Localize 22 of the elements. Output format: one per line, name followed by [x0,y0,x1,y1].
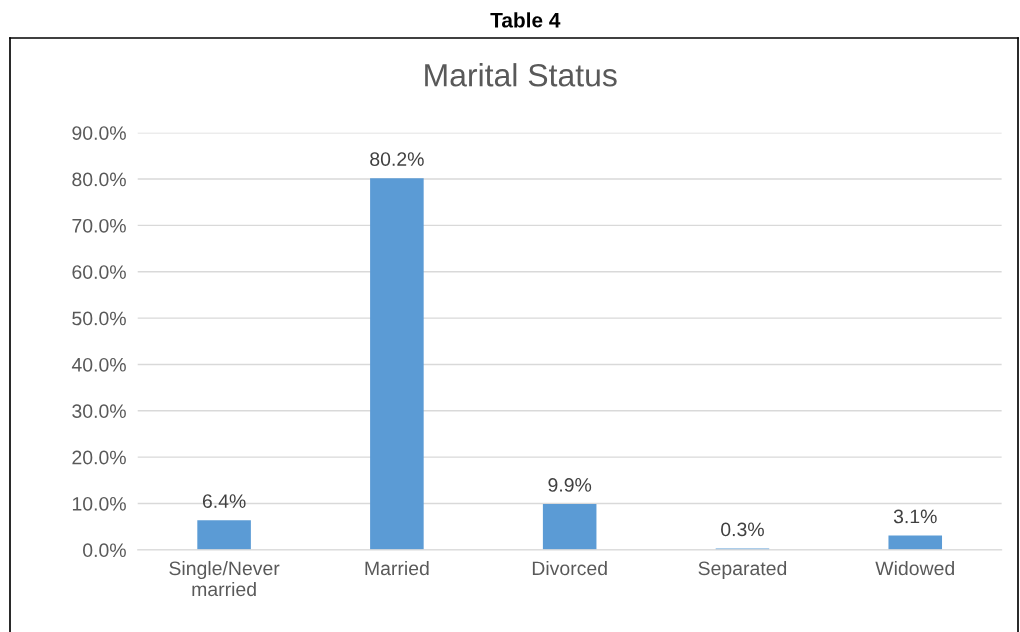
data-label: 3.1% [893,509,937,524]
y-tick-label: 80.0% [72,172,126,187]
y-tick-label: 90.0% [72,126,126,140]
x-tick-label: Widowed [875,560,954,576]
y-tick-label: 40.0% [71,357,126,372]
chart-subtitle: Marital Status [425,63,617,87]
x-tick-label: Married [365,560,429,576]
data-label: 9.9% [548,478,592,492]
data-label: 6.4% [202,494,246,508]
y-tick-label: 50.0% [72,311,126,326]
data-label: 80.2% [370,152,424,166]
data-label: 0.3% [721,522,764,537]
x-tick-label: Divorced [532,560,607,576]
y-tick-label: 20.0% [72,450,126,465]
y-tick-label: 10.0% [72,496,126,511]
x-tick-label: Single/Never married [169,560,280,597]
y-tick-label: 70.0% [72,218,126,233]
y-tick-label: 60.0% [72,265,126,279]
y-tick-label: 0.0% [83,543,126,558]
y-tick-label: 30.0% [72,404,126,419]
chart-title: Table 4 [490,12,561,28]
x-tick-label: Separated [698,560,787,580]
